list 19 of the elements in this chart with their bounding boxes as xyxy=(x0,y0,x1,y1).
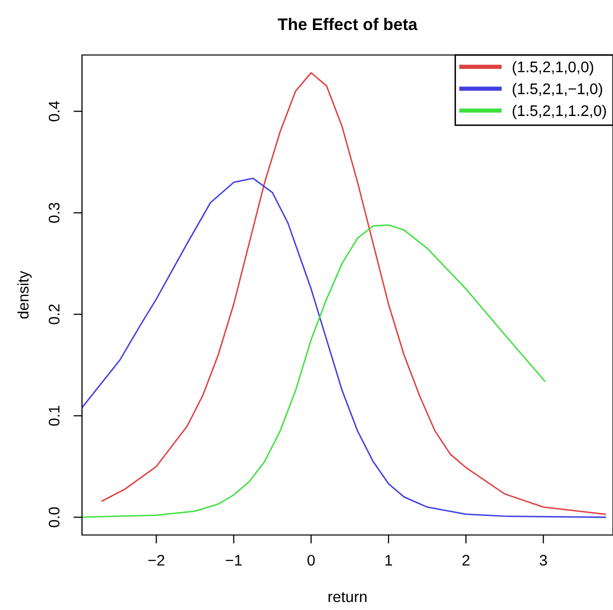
x-tick-label: 2 xyxy=(462,554,470,566)
legend-label: (1.5,2,1,−1,0) xyxy=(512,82,602,98)
y-tick-label: 0.1 xyxy=(48,406,60,426)
line-series xyxy=(82,224,546,518)
y-tick-label: 0.3 xyxy=(48,202,60,223)
x-tick-label: 1 xyxy=(385,555,392,566)
y-tick-label: 0.4 xyxy=(48,101,60,122)
legend-label: (1.5,2,1,1.2,0) xyxy=(512,104,606,120)
x-axis-title: return xyxy=(328,592,366,602)
y-tick-label: 0.2 xyxy=(48,304,60,324)
chart-title: The Effect of beta xyxy=(278,18,418,30)
y-tick-label: 0.0 xyxy=(48,507,60,528)
x-tick-label: −1 xyxy=(226,555,242,566)
x-tick-label: 0 xyxy=(307,554,315,566)
y-axis-title: density xyxy=(17,270,32,319)
line-series xyxy=(82,178,606,518)
x-tick-label: −2 xyxy=(148,554,164,566)
x-tick-label: 3 xyxy=(540,554,547,566)
legend-label: (1.5,2,1,0,0) xyxy=(512,61,594,76)
